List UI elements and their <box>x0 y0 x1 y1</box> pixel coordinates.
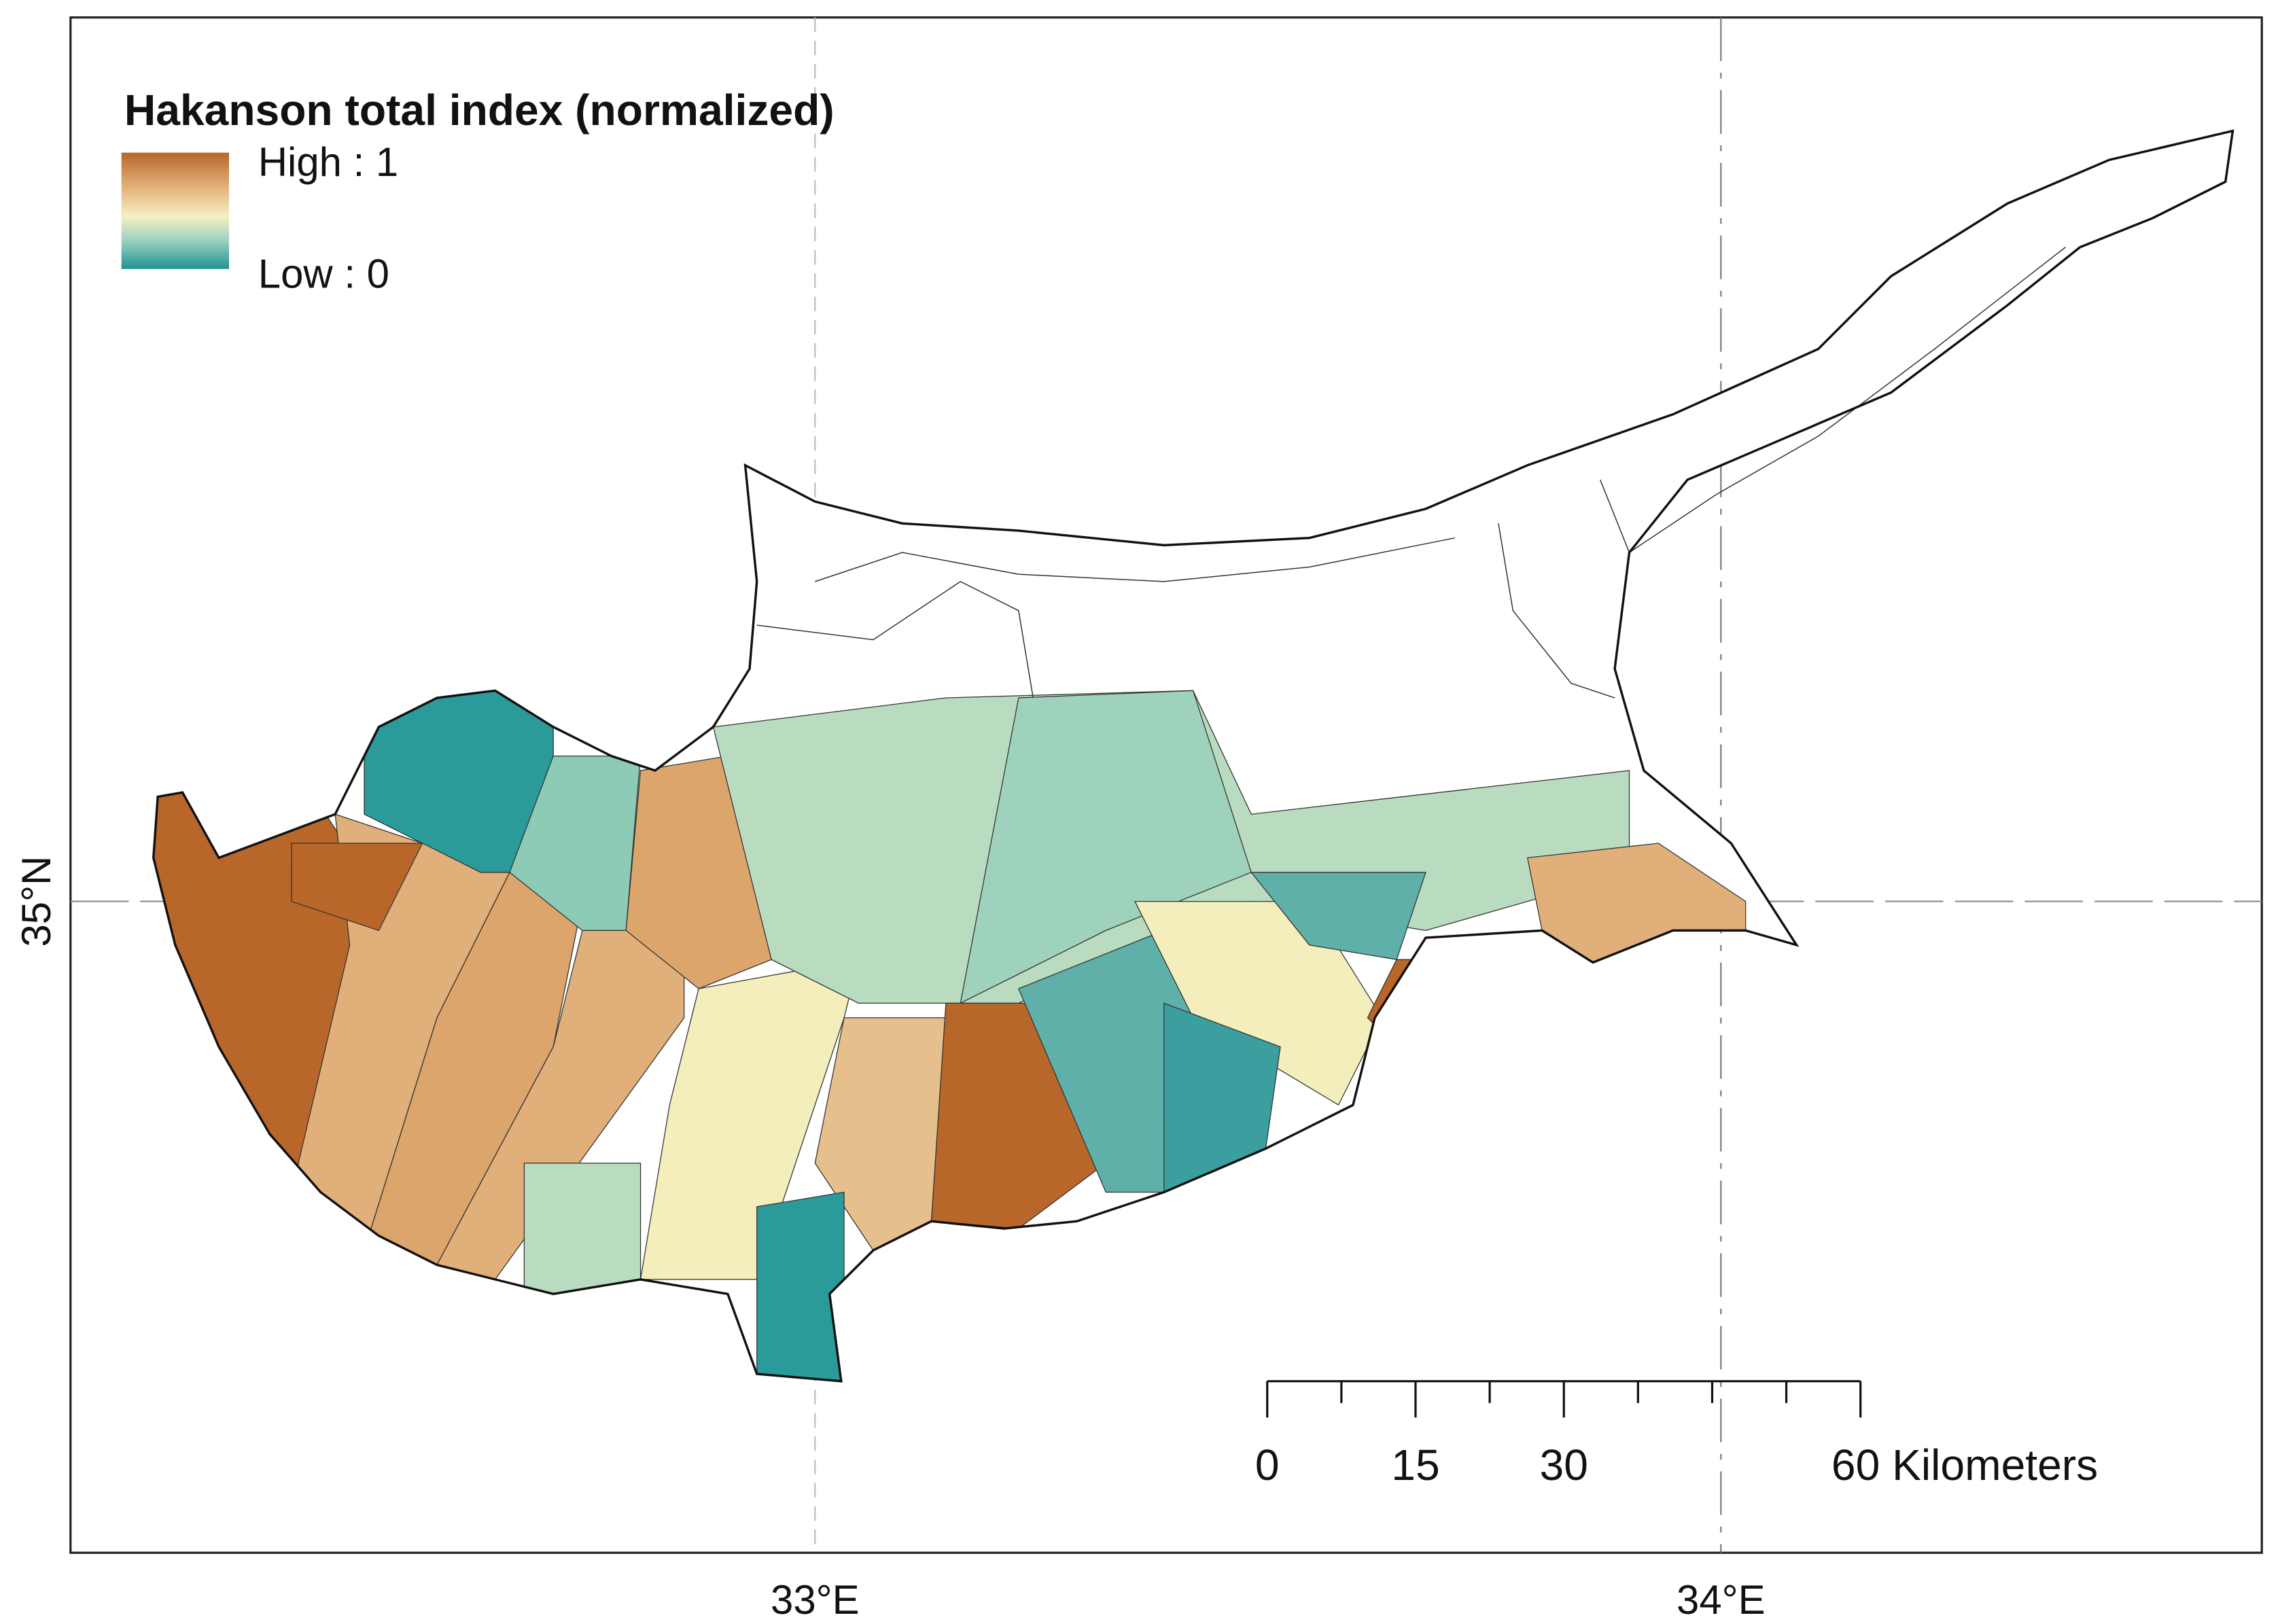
catchments <box>153 682 1747 1381</box>
lon-label: 34°E <box>1677 1577 1766 1623</box>
legend-ramp <box>121 152 230 269</box>
scale-label: 0 <box>1255 1441 1280 1489</box>
scale-bar <box>1266 1380 1862 1418</box>
scale-label: 30 <box>1540 1441 1588 1489</box>
scale-label: 15 <box>1391 1441 1439 1489</box>
catchment-line <box>756 580 1034 699</box>
scale-label: 60 Kilometers <box>1831 1441 2098 1489</box>
catchment <box>756 1191 845 1381</box>
catchment-line <box>1600 247 2066 554</box>
catchment <box>523 1163 642 1294</box>
lon-label: 33°E <box>771 1577 860 1623</box>
catchment-line <box>1498 523 1615 699</box>
legend-high: High : 1 <box>258 139 398 185</box>
legend-low: Low : 0 <box>258 251 389 297</box>
legend-title: Hakanson total index (normalized) <box>124 86 835 135</box>
catchment <box>291 843 423 932</box>
catchment-line <box>815 537 1455 582</box>
lat-label: 35°N <box>14 856 59 947</box>
north-catchment-lines <box>756 247 2066 699</box>
